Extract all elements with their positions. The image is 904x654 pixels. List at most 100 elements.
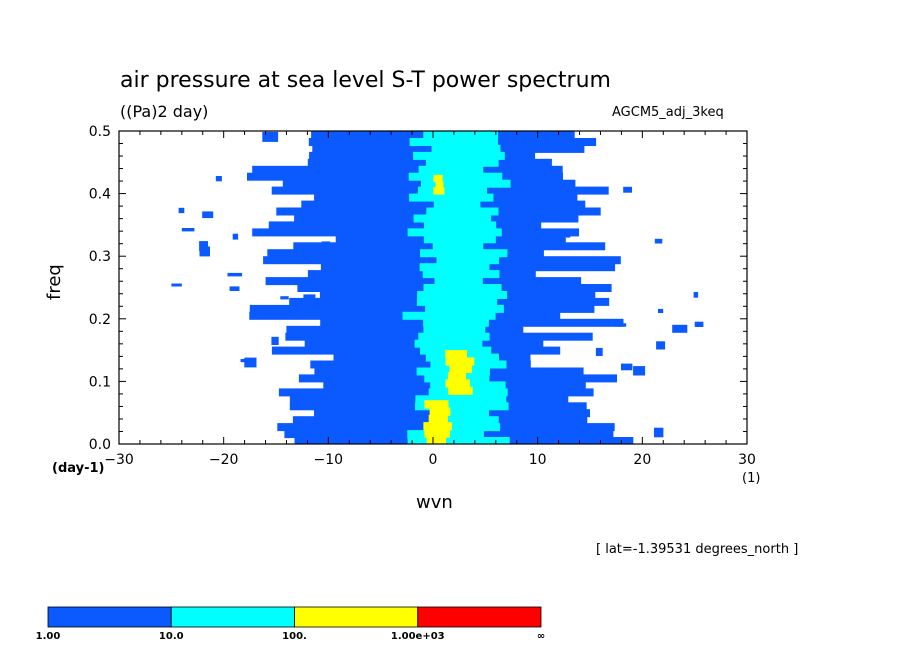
contour-speckle: [672, 324, 688, 333]
contour-cell: [423, 318, 489, 327]
contour-speckle: [351, 139, 357, 148]
x-unit-right-label: (1): [742, 471, 761, 486]
contour-cell: [433, 200, 481, 209]
x-tick-label: −10: [314, 452, 344, 468]
contour-cell: [426, 207, 499, 216]
contour-cell: [423, 284, 502, 292]
x-axis-label: wvn: [416, 492, 453, 513]
contour-speckle: [171, 283, 182, 287]
contour-cell: [409, 138, 498, 146]
contour-speckle: [321, 241, 331, 246]
contour-speckle: [199, 241, 208, 251]
contour-speckle: [570, 285, 578, 293]
contour-cell: [449, 364, 473, 373]
contour-cell: [415, 402, 509, 411]
colorbar-segment: [170, 606, 295, 628]
contour-cell: [408, 172, 503, 181]
y-tick-label: 0.2: [89, 312, 111, 328]
x-tick-label: 30: [738, 452, 756, 468]
contour-cell: [409, 193, 494, 202]
contour-speckle: [337, 415, 350, 421]
contour-cell: [447, 372, 467, 381]
y-tick-label: 0.4: [89, 187, 111, 203]
contour-speckle: [391, 200, 402, 205]
contour-cell: [436, 256, 500, 265]
contour-cell: [286, 325, 524, 334]
contour-speckle: [633, 366, 646, 376]
contour-cell: [431, 144, 501, 153]
colorbar-segment: [417, 606, 542, 628]
contour-speckle: [232, 233, 239, 240]
chart-title: air pressure at sea level S-T power spec…: [120, 68, 611, 93]
x-tick-label: 0: [429, 452, 438, 468]
contour-speckle: [514, 247, 523, 257]
contour-cell: [445, 350, 467, 359]
contour-cell: [413, 151, 505, 160]
contour-speckle: [623, 186, 632, 193]
contour-speckle: [271, 336, 279, 345]
contour-speckle: [526, 253, 541, 262]
units-label: ((Pa)2 day): [120, 102, 209, 121]
latitude-note: [ lat=-1.39531 degrees_north ]: [596, 542, 799, 557]
contour-cell: [423, 325, 486, 334]
colorbar-label: 100.: [282, 631, 307, 642]
y-tick-label: 0.0: [89, 437, 111, 453]
contour-cell: [434, 277, 483, 286]
contour-region-level-3: [423, 400, 452, 444]
contour-cell: [429, 407, 451, 416]
contour-speckle: [404, 350, 420, 354]
contour-cell: [249, 304, 595, 313]
contour-cell: [252, 165, 563, 174]
contour-cell: [419, 263, 490, 272]
x-axis: −30 −20 −10 0 10 20 30: [104, 131, 756, 468]
x-unit-label: (day-1): [52, 461, 105, 476]
x-tick-label: −20: [209, 452, 239, 468]
contour-cell: [414, 339, 483, 348]
contour-cell: [407, 437, 510, 444]
contour-speckle: [215, 176, 222, 182]
y-axis: 0.0 0.1 0.2 0.3 0.4 0.5: [89, 124, 747, 453]
contour-speckle: [321, 314, 328, 323]
contour-field: [171, 131, 704, 444]
x-tick-label: −30: [104, 452, 134, 468]
contour-cell: [413, 214, 492, 223]
model-label: AGCM5_adj_3keq: [612, 105, 724, 120]
x-tick-label: 20: [633, 452, 651, 468]
contour-cell: [433, 174, 443, 183]
contour-cell: [420, 249, 508, 258]
contour-speckle: [303, 294, 316, 299]
contour-speckle: [181, 228, 195, 232]
contour-cell: [268, 221, 542, 230]
contour-speckle: [244, 357, 257, 368]
y-tick-label: 0.5: [89, 124, 111, 140]
contour-cell: [423, 131, 499, 139]
contour-speckle: [693, 292, 699, 298]
contour-speckle: [656, 341, 666, 350]
contour-cell: [448, 386, 473, 395]
contour-speckle: [490, 337, 502, 342]
contour-speckle: [387, 219, 392, 226]
contour-cell: [426, 436, 447, 444]
contour-cell: [422, 270, 500, 279]
contour-cell: [425, 158, 499, 167]
colorbar-segment: [294, 606, 419, 628]
contour-speckle: [694, 321, 704, 327]
contour-cell: [310, 360, 531, 369]
contour-cell: [247, 172, 563, 181]
contour-cell: [415, 395, 507, 404]
contour-cell: [417, 291, 508, 299]
contour-cell: [423, 221, 497, 230]
contour-cell: [418, 332, 490, 341]
contour-cell: [436, 416, 499, 425]
contour-region-level-3: [445, 350, 475, 395]
y-tick-label: 0.1: [89, 374, 111, 390]
contour-speckle: [621, 363, 633, 371]
contour-cell: [267, 249, 544, 258]
contour-speckle: [280, 296, 289, 300]
contour-cell: [439, 409, 489, 418]
colorbar-label: ∞: [537, 631, 545, 642]
x-tick-label: 10: [529, 452, 547, 468]
contour-cell: [423, 422, 452, 431]
contour-cell: [424, 400, 449, 409]
